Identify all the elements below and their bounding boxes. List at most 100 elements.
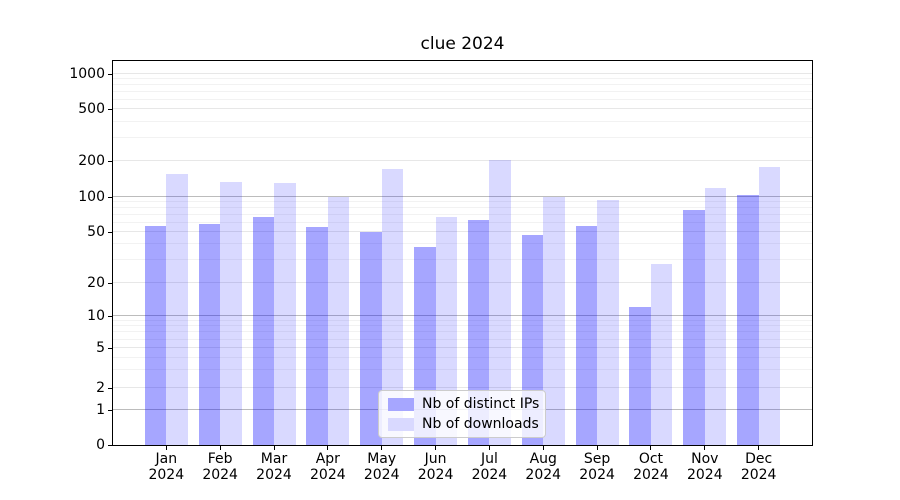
x-tick-year: 2024: [202, 467, 238, 483]
legend-swatch-downloads: [388, 417, 414, 431]
x-tick-month: Feb: [207, 451, 233, 467]
y-tick-label: 10: [87, 308, 105, 324]
legend: Nb of distinct IPs Nb of downloads: [378, 390, 546, 438]
minor-gridline: [113, 319, 812, 321]
y-tick-mark: [108, 161, 113, 162]
x-tick-mark: [381, 446, 383, 450]
legend-item-downloads: Nb of downloads: [388, 416, 539, 432]
x-tick-label: Oct 2024: [619, 451, 683, 483]
minor-gridline: [113, 207, 812, 209]
minor-gridline: [113, 259, 812, 261]
bars-layer: [113, 61, 812, 445]
bar-nov-downloads: [704, 187, 727, 445]
minor-gridline: [113, 369, 812, 371]
gridline: [113, 387, 812, 388]
minor-gridline: [113, 98, 812, 100]
x-tick-month: Dec: [745, 451, 773, 467]
bar-apr-downloads: [327, 197, 350, 445]
bar-jun-downloads: [435, 217, 458, 445]
gridline: [113, 73, 812, 74]
bar-aug-downloads: [543, 197, 565, 445]
x-tick-label: Sep 2024: [565, 451, 629, 483]
y-tick-label: 50: [87, 224, 105, 240]
bar-feb-distinct-ips: [198, 223, 221, 445]
x-tick-mark: [273, 446, 275, 450]
x-tick-month: Nov: [691, 451, 719, 467]
x-tick-mark: [219, 446, 221, 450]
minor-gridline: [113, 325, 812, 327]
x-tick-year: 2024: [579, 467, 615, 483]
bar-oct-downloads: [650, 264, 673, 445]
x-tick-year: 2024: [740, 467, 777, 483]
bar-feb-downloads: [220, 181, 242, 445]
x-tick-label: Apr 2024: [296, 451, 360, 483]
x-tick-month: Aug: [529, 451, 557, 467]
x-tick-year: 2024: [525, 467, 562, 483]
minor-gridline: [113, 201, 812, 203]
y-tick-label: 20: [87, 275, 105, 291]
bar-sep-downloads: [597, 200, 619, 445]
bar-jan-distinct-ips: [144, 226, 167, 445]
y-tick-label: 1: [96, 402, 105, 418]
y-tick-label: 0: [96, 437, 105, 453]
minor-gridline: [113, 356, 812, 358]
y-tick-mark: [108, 410, 113, 411]
x-tick-month: Jul: [480, 451, 498, 467]
major-gridline: [113, 315, 812, 316]
minor-gridline: [113, 243, 812, 245]
x-tick-mark: [650, 446, 652, 450]
x-tick-mark: [327, 446, 329, 450]
minor-gridline: [113, 91, 812, 93]
x-tick-mark: [488, 446, 490, 450]
minor-gridline: [113, 331, 812, 333]
bar-dec-downloads: [758, 166, 781, 445]
x-tick-month: Apr: [315, 451, 340, 467]
y-tick-mark: [108, 316, 113, 317]
plot-area: [112, 60, 813, 446]
x-tick-label: Aug 2024: [511, 451, 575, 483]
gridline: [113, 282, 812, 283]
major-gridline: [113, 196, 812, 197]
minor-gridline: [113, 84, 812, 86]
bar-apr-distinct-ips: [306, 227, 328, 445]
y-tick-mark: [108, 74, 113, 75]
x-tick-label: Jul 2024: [457, 451, 521, 483]
x-tick-month: Jun: [424, 451, 447, 467]
y-tick-label: 2: [96, 380, 105, 396]
bar-nov-distinct-ips: [683, 209, 705, 445]
gridline: [113, 108, 812, 109]
bar-may-downloads: [381, 169, 404, 445]
legend-label-downloads: Nb of downloads: [422, 416, 539, 432]
x-tick-label: Jan 2024: [134, 451, 198, 483]
bar-mar-downloads: [274, 182, 296, 445]
x-tick-year: 2024: [148, 467, 185, 483]
y-tick-label: 200: [78, 153, 105, 169]
x-tick-mark: [704, 446, 706, 450]
x-tick-label: Jun 2024: [404, 451, 468, 483]
gridline: [113, 347, 812, 348]
x-tick-year: 2024: [363, 467, 400, 483]
legend-label-distinct-ips: Nb of distinct IPs: [422, 396, 540, 412]
gridline: [113, 231, 812, 232]
x-tick-label: Mar 2024: [242, 451, 306, 483]
minor-gridline: [113, 221, 812, 223]
minor-gridline: [113, 120, 812, 122]
minor-gridline: [113, 214, 812, 216]
legend-swatch-distinct-ips: [388, 397, 414, 411]
x-tick-year: 2024: [633, 467, 669, 483]
x-tick-label: Feb 2024: [188, 451, 252, 483]
bar-jul-distinct-ips: [467, 220, 490, 445]
bar-jan-downloads: [166, 173, 188, 445]
x-tick-label: Dec 2024: [727, 451, 791, 483]
x-tick-year: 2024: [310, 467, 346, 483]
y-tick-mark: [108, 109, 113, 110]
legend-item-distinct-ips: Nb of distinct IPs: [388, 396, 540, 412]
x-tick-mark: [542, 446, 544, 450]
x-tick-month: Oct: [638, 451, 664, 467]
x-tick-label: May 2024: [350, 451, 414, 483]
x-tick-label: Nov 2024: [673, 451, 737, 483]
y-tick-label: 100: [78, 189, 105, 205]
minor-gridline: [113, 78, 812, 80]
x-tick-month: Mar: [260, 451, 288, 467]
